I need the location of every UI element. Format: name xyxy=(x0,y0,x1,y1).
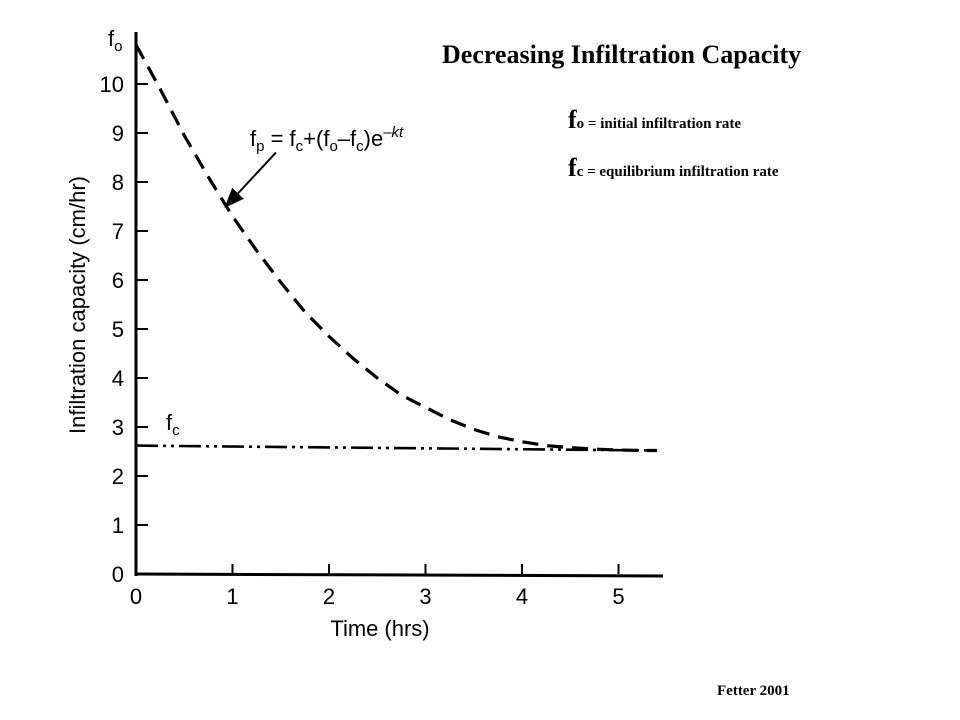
y-tick-label-8: 8 xyxy=(112,170,124,195)
eq-sub-a: p xyxy=(256,138,264,155)
fo-axis-label-main: f xyxy=(108,26,115,51)
legend-fc: fc = equilibrium infiltration rate xyxy=(568,153,779,183)
y-tick-label-0: 0 xyxy=(112,562,124,587)
fo-axis-label: fo xyxy=(108,26,122,55)
y-tick-label-1: 1 xyxy=(112,513,124,538)
eq-sub-b: c xyxy=(296,138,304,155)
y-tick-label-5: 5 xyxy=(112,317,124,342)
eq-part-d: –f xyxy=(338,126,357,151)
fc-line-label: fc xyxy=(166,410,180,439)
fc-line-label-sub: c xyxy=(172,422,180,439)
eq-part-b: = f xyxy=(264,126,296,151)
y-tick-label-9: 9 xyxy=(112,121,124,146)
legend-fo-text: = initial infiltration rate xyxy=(584,116,742,132)
equilibrium-line xyxy=(135,444,658,452)
decay-curve xyxy=(134,44,658,453)
eq-exponent: –kt xyxy=(382,124,404,141)
x-tick-label-0: 0 xyxy=(130,584,142,609)
x-tick-label-4: 4 xyxy=(516,584,528,609)
x-ticks: 0 1 2 3 4 5 xyxy=(130,564,625,609)
legend-fo-symbol: f xyxy=(568,105,577,134)
x-tick-label-5: 5 xyxy=(612,584,624,609)
x-tick-label-3: 3 xyxy=(419,584,431,609)
y-tick-label-7: 7 xyxy=(112,219,124,244)
legend-fc-text: = equilibrium infiltration rate xyxy=(583,164,779,180)
slide-title: Decreasing Infiltration Capacity xyxy=(442,40,802,69)
eq-part-e: )e xyxy=(364,126,384,151)
eq-part-c: +(f xyxy=(303,126,330,151)
y-tick-label-10: 10 xyxy=(100,72,124,97)
y-tick-label-6: 6 xyxy=(112,268,124,293)
y-tick-label-2: 2 xyxy=(112,464,124,489)
legend-fc-subscript: c xyxy=(576,164,584,180)
x-axis-label: Time (hrs) xyxy=(330,616,429,641)
eq-sub-c: o xyxy=(329,138,337,155)
y-ticks: 0 1 2 3 4 5 6 7 8 9 10 xyxy=(100,72,148,587)
fo-axis-label-sub: o xyxy=(114,38,122,55)
legend-fc-symbol: f xyxy=(568,153,577,182)
curve-equation: fp = fc+(fo–fc)e–kt xyxy=(250,124,404,155)
eq-sub-d: c xyxy=(356,138,364,155)
eq-part-a: f xyxy=(250,126,257,151)
y-tick-label-3: 3 xyxy=(112,415,124,440)
y-tick-label-4: 4 xyxy=(112,366,124,391)
x-axis-label-unit: (hrs) xyxy=(384,616,429,641)
legend-fo-subscript: o xyxy=(576,116,585,132)
x-axis xyxy=(135,572,664,578)
x-tick-label-2: 2 xyxy=(323,584,335,609)
source-citation: Fetter 2001 xyxy=(717,683,790,699)
fc-line-label-main: f xyxy=(166,410,173,435)
y-axis-label: Infiltration capacity (cm/hr) xyxy=(65,176,90,434)
equation-arrow xyxy=(224,151,277,208)
x-axis-label-main: Time xyxy=(330,616,378,641)
x-tick-label-1: 1 xyxy=(226,584,238,609)
legend-fo: fo = initial infiltration rate xyxy=(568,105,741,135)
